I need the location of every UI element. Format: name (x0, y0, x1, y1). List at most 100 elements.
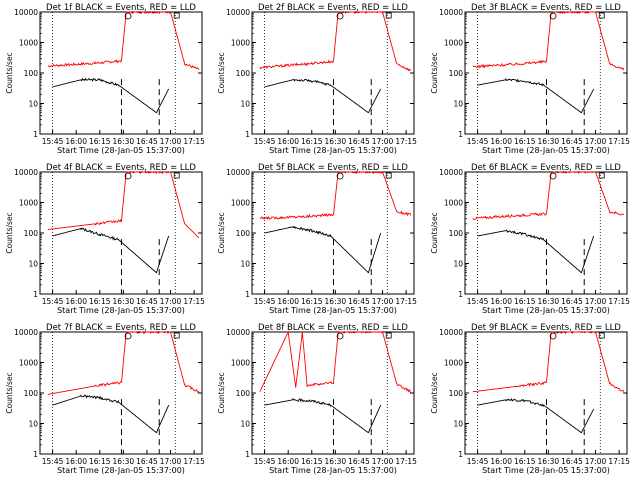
x-tick-label: 15:45 (254, 457, 276, 466)
end-marker-icon (385, 172, 392, 179)
end-marker-icon (598, 332, 605, 339)
x-tick-label: 17:00 (160, 137, 182, 146)
y-tick-label: 10000 (226, 8, 250, 17)
panel-title: Det 3f BLACK = Events, RED = LLD (471, 3, 621, 13)
y-tick-label: 1 (33, 290, 38, 299)
x-tick-label: 16:00 (277, 137, 299, 146)
panel-title: Det 1f BLACK = Events, RED = LLD (46, 3, 196, 13)
y-tick-label: 1000 (19, 199, 38, 208)
x-tick-label: 17:00 (585, 137, 607, 146)
y-tick-label: 10 (240, 260, 250, 269)
start-marker-icon (336, 12, 344, 20)
x-axis-label: Start Time (28-Jan-05 15:37:00) (57, 466, 185, 475)
y-tick-label: 100 (236, 229, 251, 238)
x-tick-label: 16:00 (277, 457, 299, 466)
plot-frame (251, 171, 415, 295)
x-tick-label: 17:00 (372, 137, 394, 146)
plot-frame (39, 11, 203, 135)
y-axis-label: Counts/sec (217, 52, 226, 93)
x-tick-label: 16:00 (65, 137, 87, 146)
x-tick-label: 16:45 (136, 457, 158, 466)
panel-det-9: Det 9f BLACK = Events, RED = LLD 1 10 100 10… (430, 323, 630, 475)
series-lld-line (259, 330, 412, 393)
x-tick-label: 17:15 (395, 457, 417, 466)
x-tick-label: 16:30 (113, 457, 135, 466)
x-tick-label: 16:45 (561, 137, 583, 146)
y-tick-label: 10000 (14, 168, 38, 177)
y-tick-label: 1 (33, 130, 38, 139)
panel-det-4: Det 4f BLACK = Events, RED = LLD 1 10 100 10… (5, 163, 205, 315)
y-tick-label: 10 (453, 260, 463, 269)
x-tick-label: 15:45 (254, 297, 276, 306)
x-tick-label: 15:45 (42, 297, 64, 306)
x-tick-label: 16:45 (561, 457, 583, 466)
y-tick-label: 1000 (444, 39, 463, 48)
y-tick-label: 1000 (231, 359, 250, 368)
x-tick-label: 17:00 (372, 457, 394, 466)
panel-det-8: Det 8f BLACK = Events, RED = LLD 1 10 100 10… (217, 323, 417, 475)
x-tick-label: 16:15 (514, 297, 536, 306)
x-tick-label: 16:30 (325, 297, 347, 306)
y-tick-label: 10 (28, 420, 38, 429)
x-tick-label: 16:00 (65, 297, 87, 306)
y-axis-label: Counts/sec (217, 212, 226, 253)
x-tick-label: 16:30 (538, 457, 560, 466)
y-tick-label: 10000 (439, 8, 463, 17)
y-tick-label: 1 (245, 290, 250, 299)
y-tick-label: 10000 (226, 328, 250, 337)
y-tick-label: 10000 (226, 168, 250, 177)
series-lld-line (259, 171, 412, 221)
x-tick-label: 17:15 (608, 297, 630, 306)
x-tick-label: 16:45 (136, 297, 158, 306)
x-tick-label: 16:15 (514, 457, 536, 466)
panel-title: Det 8f BLACK = Events, RED = LLD (258, 323, 408, 333)
series-events-line (264, 398, 382, 434)
y-tick-label: 100 (236, 389, 251, 398)
x-tick-label: 15:45 (467, 137, 489, 146)
y-tick-label: 100 (449, 69, 464, 78)
x-axis-label: Start Time (28-Jan-05 15:37:00) (269, 306, 397, 315)
y-tick-label: 10000 (14, 8, 38, 17)
y-axis-label: Counts/sec (5, 372, 14, 413)
x-tick-label: 16:00 (490, 297, 512, 306)
y-tick-label: 100 (24, 389, 39, 398)
x-tick-label: 16:45 (348, 297, 370, 306)
y-tick-label: 10 (453, 100, 463, 109)
y-tick-label: 100 (449, 389, 464, 398)
x-tick-label: 17:00 (585, 297, 607, 306)
series-events-line (52, 394, 170, 434)
series-lld-line (47, 331, 200, 395)
x-tick-label: 15:45 (42, 457, 64, 466)
y-tick-label: 1000 (444, 359, 463, 368)
y-tick-label: 1 (458, 290, 463, 299)
x-tick-label: 16:30 (538, 297, 560, 306)
x-tick-label: 17:00 (160, 297, 182, 306)
x-tick-label: 16:00 (65, 457, 87, 466)
plot-frame (39, 331, 203, 455)
end-marker-icon (173, 172, 180, 179)
y-tick-label: 100 (449, 229, 464, 238)
series-lld-line (259, 11, 412, 72)
y-axis-label: Counts/sec (430, 212, 439, 253)
panel-title: Det 2f BLACK = Events, RED = LLD (258, 3, 408, 13)
y-tick-label: 100 (236, 69, 251, 78)
series-events-line (52, 227, 170, 274)
y-tick-label: 1000 (231, 39, 250, 48)
y-tick-label: 1 (33, 450, 38, 459)
y-tick-label: 10000 (14, 328, 38, 337)
y-tick-label: 10 (28, 260, 38, 269)
x-tick-label: 16:30 (113, 137, 135, 146)
x-tick-label: 17:15 (183, 137, 205, 146)
x-tick-label: 16:15 (89, 457, 111, 466)
start-marker-icon (336, 172, 344, 180)
x-tick-label: 17:15 (395, 137, 417, 146)
y-tick-label: 1 (245, 450, 250, 459)
end-marker-icon (173, 332, 180, 339)
panel-title: Det 6f BLACK = Events, RED = LLD (471, 163, 621, 173)
x-tick-label: 15:45 (254, 137, 276, 146)
start-marker-icon (124, 12, 132, 20)
x-tick-label: 16:30 (113, 297, 135, 306)
y-axis-label: Counts/sec (430, 52, 439, 93)
